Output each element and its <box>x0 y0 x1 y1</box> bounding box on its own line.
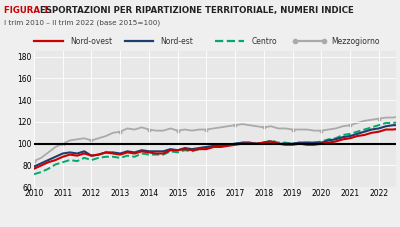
Text: Nord-est: Nord-est <box>161 37 194 46</box>
Text: ESPORTAZIONI PER RIPARTIZIONE TERRITORIALE, NUMERI INDICE: ESPORTAZIONI PER RIPARTIZIONE TERRITORIA… <box>37 6 354 15</box>
Text: FIGURA 1.: FIGURA 1. <box>4 6 52 15</box>
Text: I trim 2010 – II trim 2022 (base 2015=100): I trim 2010 – II trim 2022 (base 2015=10… <box>4 19 160 26</box>
Text: Centro: Centro <box>251 37 277 46</box>
Text: Mezzogiorno: Mezzogiorno <box>331 37 379 46</box>
Text: Nord-ovest: Nord-ovest <box>70 37 112 46</box>
